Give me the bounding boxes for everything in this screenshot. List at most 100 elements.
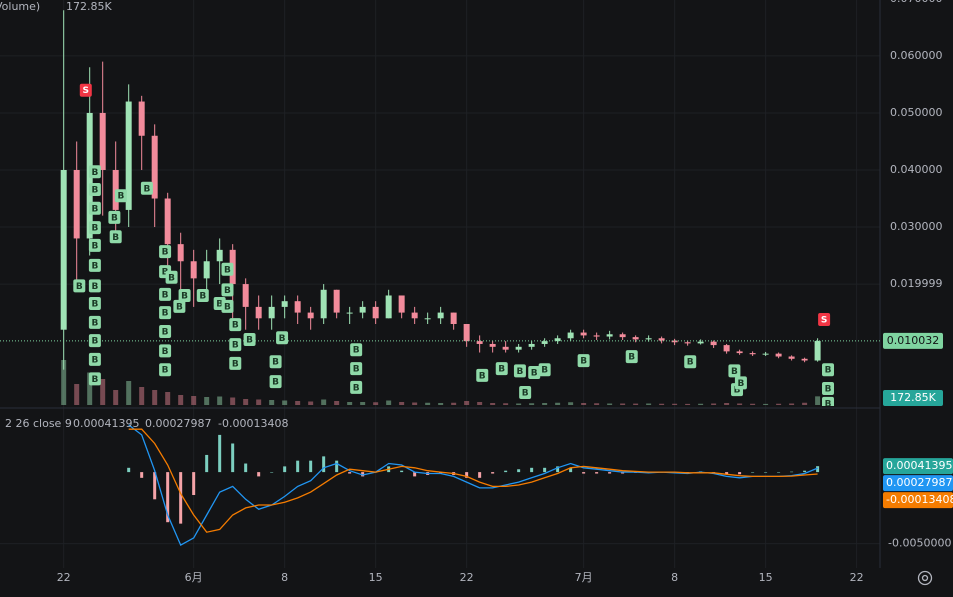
- volume-bar: [334, 401, 340, 405]
- trade-marker: B: [173, 299, 186, 313]
- trade-marker-label: B: [111, 213, 118, 223]
- candle: [476, 335, 483, 353]
- macd-histogram-bar: [465, 472, 469, 478]
- volume-bar: [477, 402, 483, 405]
- trade-marker: B: [159, 287, 172, 301]
- volume-bar: [750, 403, 756, 405]
- volume-tag: 172.85K: [890, 391, 936, 404]
- trade-marker-box: [822, 382, 835, 396]
- trade-marker: B: [513, 364, 526, 378]
- macd-histogram-bar: [179, 472, 183, 524]
- volume-bar: [802, 402, 808, 405]
- trade-marker: B: [229, 338, 242, 352]
- volume-bar: [126, 381, 132, 405]
- volume-bar: [633, 403, 639, 405]
- trade-marker-box: [728, 364, 741, 378]
- trade-marker-label: B: [91, 261, 98, 271]
- volume-bar: [204, 397, 210, 405]
- x-tick-label: 15: [369, 571, 383, 584]
- trade-marker-box: [88, 221, 101, 235]
- trade-marker-label: B: [162, 268, 169, 278]
- volume-bar: [412, 402, 418, 405]
- volume-bar: [776, 403, 782, 405]
- volume-bar: [646, 403, 652, 405]
- trade-marker-box: [165, 270, 178, 284]
- trade-marker-label: B: [162, 290, 169, 300]
- macd-histogram-bar: [608, 472, 612, 474]
- candle-body: [489, 343, 496, 347]
- volume-bar: [308, 401, 314, 405]
- trade-marker-box: [88, 279, 101, 293]
- trade-marker-label: B: [541, 366, 548, 376]
- trade-marker-box: [108, 210, 121, 224]
- trade-marker-label: B: [162, 327, 169, 337]
- candle: [60, 10, 67, 370]
- candle-body: [424, 318, 431, 320]
- trade-marker-box: [350, 380, 363, 394]
- macd-histogram-bar: [491, 472, 495, 474]
- macd-histogram-bar: [413, 472, 417, 477]
- trade-marker: B: [109, 230, 122, 244]
- macd-histogram-bar: [816, 466, 820, 473]
- candle-body: [385, 295, 392, 319]
- macd-histogram-bar: [127, 467, 131, 473]
- macd-histogram-bar: [543, 467, 547, 473]
- trade-marker-label: B: [353, 383, 360, 393]
- candle: [749, 351, 756, 356]
- trade-marker: B: [625, 350, 638, 364]
- trade-marker: B: [350, 362, 363, 376]
- trade-marker-label: B: [232, 341, 239, 351]
- candle: [372, 301, 379, 324]
- macd-histogram-bar: [309, 460, 313, 473]
- trade-marker-label: B: [531, 369, 538, 379]
- trade-marker-label: B: [112, 233, 119, 243]
- trade-marker-label: B: [825, 366, 832, 376]
- trade-marker-box: [88, 182, 101, 196]
- volume-bar: [503, 403, 509, 405]
- candle: [606, 330, 613, 340]
- candle-body: [749, 353, 756, 355]
- candle-body: [606, 334, 613, 337]
- x-tick-label: 6月: [185, 571, 203, 584]
- trade-marker-box: [350, 343, 363, 357]
- candle: [346, 306, 353, 324]
- candle: [697, 339, 704, 345]
- candle-body: [203, 261, 210, 279]
- volume-bar: [360, 402, 366, 405]
- candle: [125, 84, 132, 228]
- y-tick-label: 0.030000: [890, 220, 943, 233]
- trade-marker-label: B: [176, 302, 183, 312]
- trade-marker-label: B: [91, 318, 98, 328]
- trade-marker: B: [88, 352, 101, 366]
- volume-bar: [100, 379, 106, 405]
- trade-marker-label: B: [162, 309, 169, 319]
- trade-marker-box: [173, 299, 186, 313]
- candle-body: [359, 306, 366, 313]
- macd-histogram-bar: [166, 472, 170, 523]
- trade-marker: B: [221, 283, 234, 297]
- settings-icon[interactable]: [917, 570, 933, 586]
- trade-marker-box: [88, 238, 101, 252]
- x-tick-label: 7月: [575, 571, 593, 584]
- trade-marker-box: [88, 352, 101, 366]
- histogram-tag: 0.00041395: [886, 459, 952, 472]
- candle: [190, 249, 197, 307]
- candle-body: [515, 346, 522, 350]
- volume-bar: [815, 396, 821, 405]
- trade-marker-box: [684, 355, 697, 369]
- trade-marker-label: B: [199, 292, 206, 302]
- candle-body: [151, 135, 158, 199]
- volume-bar: [87, 372, 93, 405]
- candle: [619, 332, 626, 340]
- macd-histogram-bar: [738, 472, 742, 475]
- trade-marker: B: [269, 375, 282, 389]
- volume-bar: [295, 401, 301, 405]
- macd-histogram-bar: [205, 454, 209, 473]
- x-tick-label: 22: [460, 571, 474, 584]
- trade-marker: B: [276, 331, 289, 345]
- trade-marker: S: [818, 313, 831, 327]
- trade-marker-box: [229, 338, 242, 352]
- trade-marker: B: [221, 299, 234, 313]
